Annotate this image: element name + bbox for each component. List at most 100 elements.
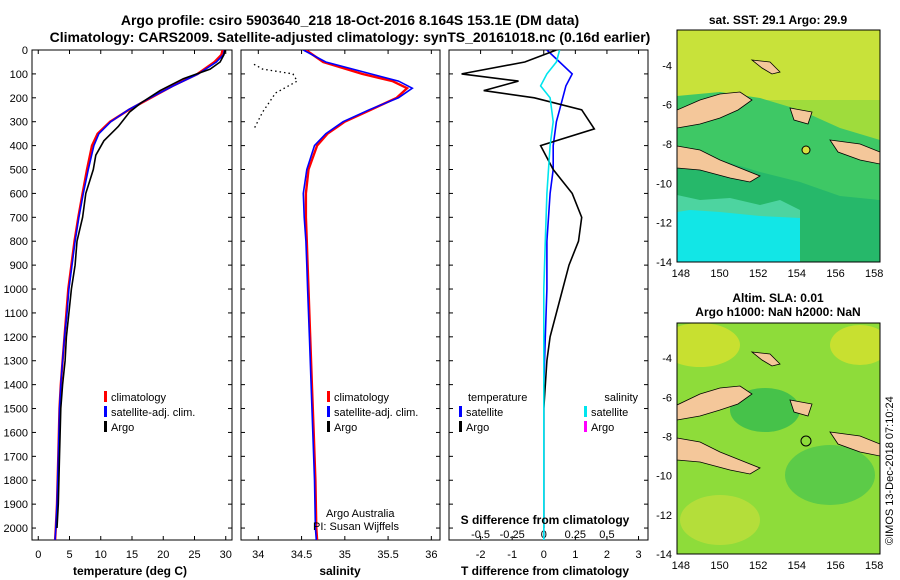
sst-land-solomons: [829, 139, 880, 165]
annotation-pi: PI: Susan Wijffels: [313, 521, 399, 533]
sla-land-bougainville: [789, 399, 813, 417]
depth-tick-label: 1100: [4, 308, 28, 320]
difference-panel-frame: [448, 49, 649, 541]
sst-land-bougainville: [789, 107, 813, 125]
difference-xtick-label: 0: [541, 549, 547, 561]
salinity-series-climatology: [304, 50, 410, 540]
sla-land-new-britain-west: [677, 385, 753, 421]
legend-swatch-climatology: [327, 391, 330, 402]
depth-tick-label: 700: [10, 212, 28, 224]
depth-tick-label: 1200: [4, 332, 28, 344]
sst-map-lat-label: -10: [656, 178, 672, 190]
sst-map-lat-label: -8: [662, 139, 672, 151]
temperature-xlabel: temperature (deg C): [73, 564, 187, 578]
sst-map-lon-label: 158: [865, 268, 883, 280]
salinity-xtick-label: 34.5: [291, 549, 312, 561]
legend-swatch-s-satellite: [584, 406, 587, 417]
sla-map-lon-label: 150: [710, 560, 728, 572]
difference-legend: temperature satellite Argo salinity sate…: [459, 392, 638, 434]
depth-tick-label: 100: [10, 69, 28, 81]
depth-tick-label: 1600: [4, 427, 28, 439]
sla-map-lon-label: 154: [788, 560, 806, 572]
sla-argo-marker: [800, 435, 812, 447]
figure-title-line1: Argo profile: csiro 5903640_218 18-Oct-2…: [121, 12, 579, 28]
s-difference-tick-label: 0.5: [599, 529, 614, 541]
legend-swatch-argo: [327, 421, 330, 432]
sst-argo-marker: [801, 145, 811, 155]
legend-t-argo: Argo: [466, 422, 489, 434]
depth-tick-label: 1700: [4, 451, 28, 463]
sst-map-lat-label: -4: [662, 60, 672, 72]
difference-series-t-argo: [461, 50, 596, 528]
difference-series-t-satellite: [542, 50, 574, 540]
temperature-xtick-label: 25: [188, 549, 200, 561]
depth-tick-label: 1300: [4, 356, 28, 368]
depth-tick-label: 1500: [4, 404, 28, 416]
sla-map: [677, 323, 880, 554]
sla-map-lon-label: 156: [826, 560, 844, 572]
legend-satellite: satellite-adj. clim.: [334, 407, 418, 419]
legend-swatch-satellite: [104, 406, 107, 417]
difference-xtick-label: 1: [572, 549, 578, 561]
sst-land-new-britain-west: [677, 91, 753, 129]
t-difference-xlabel: T difference from climatology: [461, 564, 629, 578]
difference-series-s-satellite: [539, 50, 561, 540]
sla-land-png-mainland: [677, 437, 761, 475]
depth-tick-label: 800: [10, 236, 28, 248]
depth-tick-label: 600: [10, 188, 28, 200]
sst-transition: [677, 195, 800, 218]
sst-map-lat-label: -14: [656, 257, 672, 269]
sla-map-lat-label: -14: [656, 549, 672, 561]
sla-map-lon-label: 148: [672, 560, 690, 572]
difference-xtick-label: -2: [476, 549, 486, 561]
temperature-series-argo: [56, 50, 226, 529]
depth-tick-label: 1000: [4, 284, 28, 296]
depth-tick-label: 1900: [4, 499, 28, 511]
difference-series-group: [461, 50, 596, 540]
sst-map-lon-label: 148: [672, 268, 690, 280]
difference-xtick-label: -1: [507, 549, 517, 561]
axes-layer: 0100200300400500600700800900100011001200…: [4, 45, 884, 572]
depth-tick-label: 400: [10, 141, 28, 153]
legend-temperature-header: temperature: [468, 392, 527, 404]
sla-map-lat-label: -6: [662, 392, 672, 404]
temperature-xtick-label: 10: [95, 549, 107, 561]
sst-land-png-mainland: [677, 145, 761, 183]
legend-swatch-t-satellite: [459, 406, 462, 417]
depth-tick-label: 500: [10, 165, 28, 177]
sla-map-subtitle: Argo h1000: NaN h2000: NaN: [695, 305, 860, 319]
sla-map-lon-label: 152: [749, 560, 767, 572]
figure-title-line2: Climatology: CARS2009. Satellite-adjuste…: [50, 29, 651, 45]
legend-satellite: satellite-adj. clim.: [111, 407, 195, 419]
temperature-xtick-label: 20: [157, 549, 169, 561]
sst-map-frame: [676, 29, 881, 263]
legend-t-satellite: satellite: [466, 407, 503, 419]
salinity-xtick-label: 36: [425, 549, 437, 561]
depth-tick-label: 200: [10, 93, 28, 105]
sla-low-patch: [785, 445, 875, 505]
temperature-xtick-label: 5: [66, 549, 72, 561]
difference-xtick-label: 2: [604, 549, 610, 561]
legend-argo: Argo: [111, 422, 134, 434]
sla-land-solomons: [829, 431, 880, 457]
sst-map-title: sat. SST: 29.1 Argo: 29.9: [709, 13, 848, 27]
temperature-series-climatology: [53, 50, 224, 540]
sst-map-lat-label: -6: [662, 100, 672, 112]
sst-map-lon-label: 156: [826, 268, 844, 280]
annotation-argo-australia: Argo Australia: [326, 508, 395, 520]
sst-map-lon-label: 150: [710, 268, 728, 280]
legend-swatch-climatology: [104, 391, 107, 402]
legend-climatology: climatology: [111, 392, 167, 404]
legend-swatch-argo: [104, 421, 107, 432]
temperature-legend: climatology satellite-adj. clim. Argo: [104, 391, 195, 434]
salinity-series-satellite-adj-clim-: [302, 50, 414, 540]
depth-tick-label: 0: [22, 45, 28, 57]
sst-mid-band: [677, 92, 880, 200]
sst-map-lon-label: 154: [788, 268, 806, 280]
salinity-xlabel: salinity: [319, 564, 361, 578]
sla-map-title: Altim. SLA: 0.01: [732, 291, 824, 305]
depth-tick-label: 1800: [4, 475, 28, 487]
s-difference-tick-label: -0.5: [471, 529, 490, 541]
salinity-series-group: [253, 50, 414, 540]
sst-warm-band: [677, 30, 880, 100]
